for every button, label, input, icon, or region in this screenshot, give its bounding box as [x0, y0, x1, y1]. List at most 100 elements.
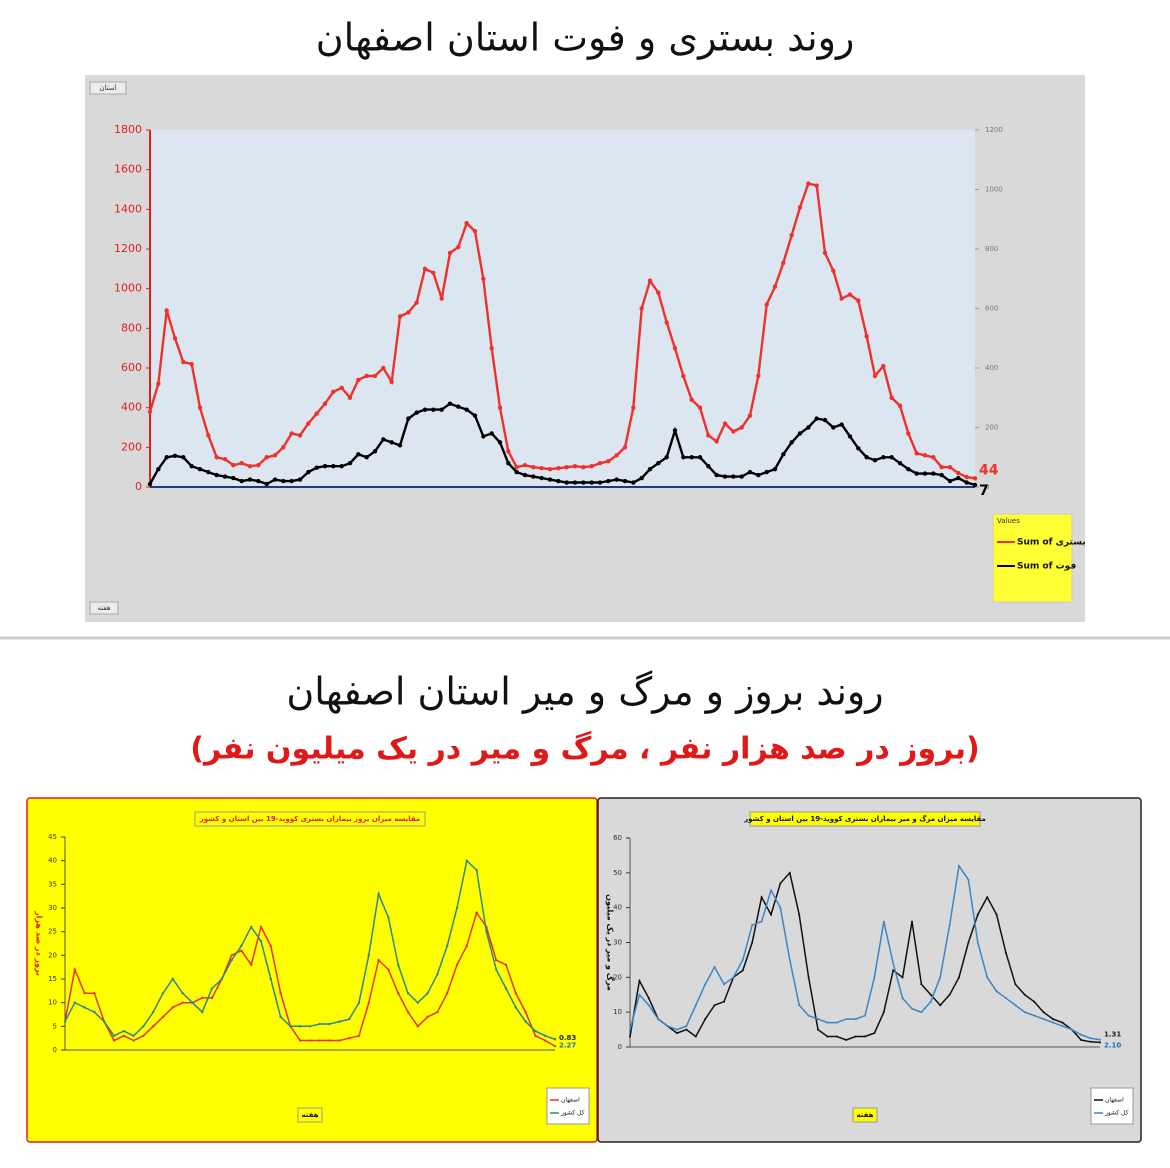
data-point	[606, 459, 611, 464]
data-point	[1061, 1025, 1064, 1028]
data-point	[572, 463, 578, 469]
data-point	[647, 278, 653, 283]
data-point	[357, 1001, 361, 1004]
data-point	[485, 930, 488, 933]
data-point	[897, 403, 903, 408]
data-point	[564, 480, 569, 485]
data-point	[676, 1028, 678, 1031]
data-point	[472, 228, 478, 234]
data-point	[256, 478, 261, 484]
data-point	[522, 472, 528, 478]
chart-panel	[26, 797, 598, 1143]
data-point	[181, 1001, 184, 1004]
legend-label: Sum of بستری	[1017, 538, 1086, 548]
data-point	[553, 1038, 557, 1041]
y2-tick-label: 0	[985, 483, 989, 491]
data-point	[347, 461, 353, 466]
data-point	[222, 474, 228, 479]
data-point	[689, 397, 694, 402]
data-point	[181, 992, 184, 995]
data-point	[504, 963, 508, 966]
data-point	[214, 455, 219, 460]
data-point	[264, 455, 269, 460]
top-heading: روند بستری و فوت استان اصفهان	[316, 16, 855, 61]
data-point	[339, 385, 344, 391]
data-point	[339, 463, 344, 469]
y2-tick-label: 400	[985, 364, 998, 372]
data-point	[807, 976, 810, 979]
chart-title-box	[194, 811, 426, 827]
data-point	[1033, 1000, 1036, 1003]
data-point	[897, 461, 903, 466]
data-point	[892, 969, 895, 972]
data-point	[522, 462, 528, 468]
y-tick-label: 1400	[114, 202, 142, 215]
y2-tick-label: 1000	[985, 186, 1003, 194]
data-point	[723, 1000, 725, 1003]
y-tick-label: 30	[613, 939, 622, 947]
data-point	[172, 336, 178, 341]
data-point	[416, 1001, 419, 1004]
data-point	[856, 298, 861, 303]
data-point	[93, 992, 96, 995]
data-point	[230, 958, 233, 962]
data-point	[152, 1025, 155, 1028]
data-point	[731, 429, 736, 434]
data-point	[839, 422, 844, 427]
data-point	[447, 401, 453, 406]
data-point	[381, 437, 386, 442]
data-point	[889, 395, 894, 400]
data-point	[714, 472, 719, 478]
data-point	[367, 1001, 370, 1004]
data-point	[250, 963, 253, 966]
y-tick-label: 1200	[114, 242, 142, 255]
data-point	[704, 1018, 707, 1021]
data-point	[995, 990, 998, 993]
data-point	[132, 1034, 135, 1038]
data-point	[348, 1036, 351, 1040]
y-tick-label: 50	[613, 869, 622, 877]
data-point	[629, 1028, 631, 1031]
data-point	[279, 992, 282, 995]
data-point	[873, 1032, 876, 1035]
data-point	[387, 916, 390, 919]
data-point	[1042, 1011, 1045, 1014]
data-point	[672, 345, 678, 351]
data-point	[822, 250, 828, 256]
data-point	[1080, 1033, 1083, 1036]
data-point	[297, 433, 303, 438]
data-point	[689, 455, 694, 460]
data-point	[747, 413, 753, 418]
data-point	[112, 1034, 116, 1038]
data-point	[589, 480, 594, 485]
data-point	[214, 472, 219, 478]
data-point	[142, 1025, 145, 1028]
data-point	[456, 404, 461, 409]
y2-tick-label: 600	[985, 305, 998, 313]
data-point	[389, 379, 394, 385]
legend-label: کل کشور	[1104, 1110, 1129, 1117]
data-point	[222, 457, 228, 462]
data-point	[788, 871, 791, 874]
data-point	[247, 463, 253, 469]
data-point	[882, 920, 885, 923]
y-tick-label: 1800	[114, 123, 142, 136]
y-tick-label: 1000	[114, 282, 142, 295]
data-point	[760, 896, 763, 899]
data-point	[639, 306, 644, 311]
data-point	[656, 461, 661, 466]
data-point	[387, 968, 390, 971]
data-point	[1052, 1021, 1054, 1024]
data-point	[364, 455, 369, 460]
data-point	[446, 992, 449, 995]
data-point	[713, 1004, 716, 1007]
data-point	[318, 1039, 321, 1042]
data-point	[1089, 1040, 1092, 1043]
data-point	[723, 983, 725, 986]
data-point	[231, 475, 236, 481]
data-point	[156, 381, 161, 387]
data-point	[164, 308, 169, 313]
data-point	[826, 1035, 829, 1038]
data-point	[972, 482, 978, 488]
end-label: 44	[979, 462, 999, 478]
